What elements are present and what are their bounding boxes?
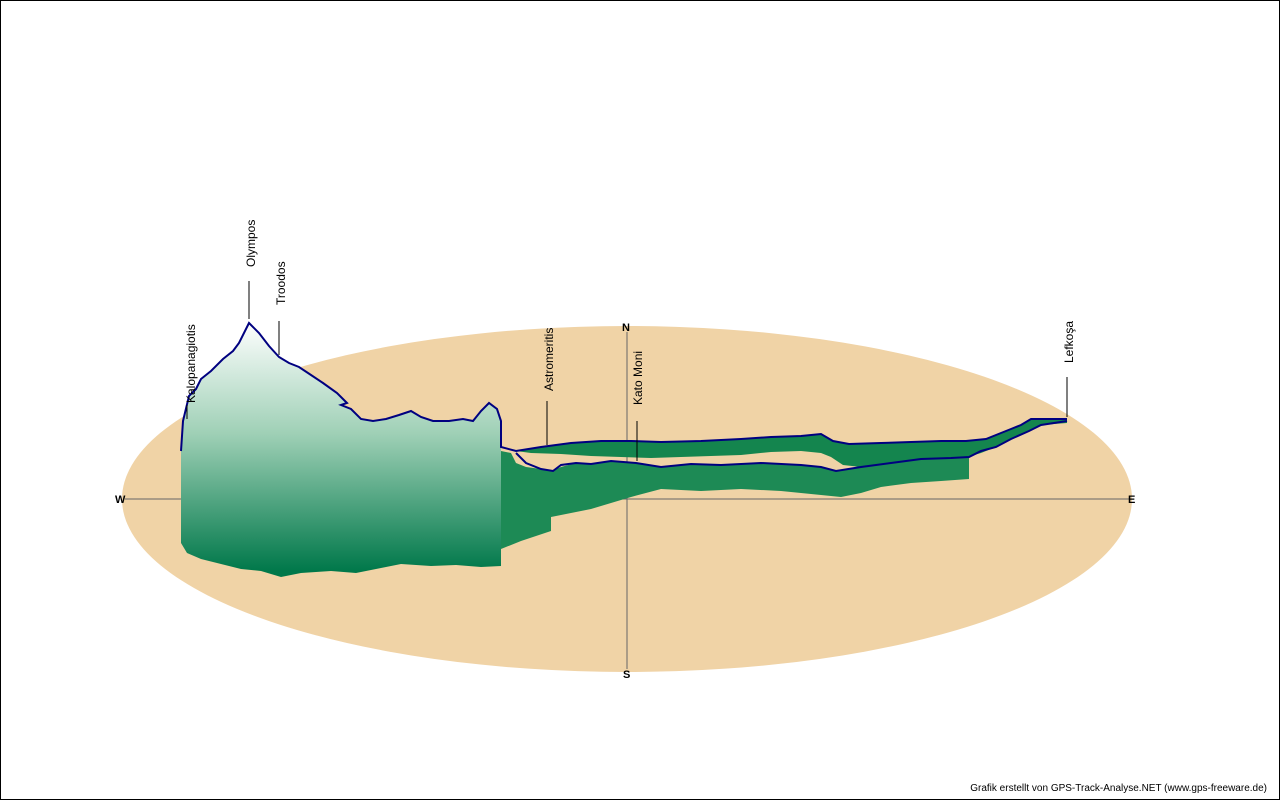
place-label-troodos: Troodos bbox=[274, 261, 288, 305]
track-line-upper bbox=[180, 321, 1067, 453]
compass-west: W bbox=[115, 494, 126, 506]
place-label-kato-moni: Kato Moni bbox=[631, 351, 645, 405]
credit-text: Grafik erstellt von GPS-Track-Analyse.NE… bbox=[970, 783, 1267, 794]
place-label-lefkosa: Lefkoşa bbox=[1062, 321, 1076, 363]
elevation-wall-lowland-north bbox=[516, 419, 1067, 467]
elevation-wall-lowland-south bbox=[501, 451, 969, 549]
compass-south: S bbox=[623, 669, 630, 681]
elevation-wall-west bbox=[181, 323, 501, 577]
place-label-olympos: Olympos bbox=[244, 220, 258, 267]
track-line-lower bbox=[515, 420, 1068, 473]
place-label-kalopanagiotis: Kalopanagiotis bbox=[184, 324, 198, 403]
place-label-astromeritis: Astromeritis bbox=[542, 328, 556, 391]
compass-north: N bbox=[622, 322, 630, 334]
compass-east: E bbox=[1128, 494, 1135, 506]
